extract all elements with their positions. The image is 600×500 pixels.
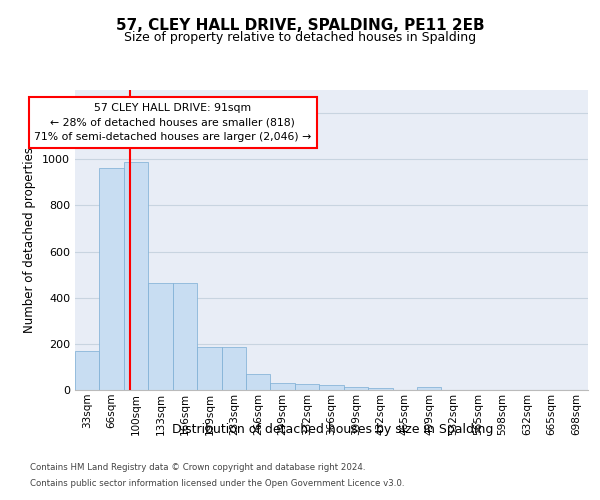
Text: 57 CLEY HALL DRIVE: 91sqm
← 28% of detached houses are smaller (818)
71% of semi: 57 CLEY HALL DRIVE: 91sqm ← 28% of detac…: [34, 102, 311, 142]
Text: Distribution of detached houses by size in Spalding: Distribution of detached houses by size …: [172, 422, 494, 436]
Text: Contains public sector information licensed under the Open Government Licence v3: Contains public sector information licen…: [30, 478, 404, 488]
Bar: [319, 386, 344, 390]
Bar: [75, 351, 100, 390]
Bar: [221, 348, 246, 390]
Bar: [124, 162, 148, 390]
Bar: [344, 386, 368, 390]
Bar: [197, 348, 221, 390]
Text: 57, CLEY HALL DRIVE, SPALDING, PE11 2EB: 57, CLEY HALL DRIVE, SPALDING, PE11 2EB: [116, 18, 484, 32]
Text: Contains HM Land Registry data © Crown copyright and database right 2024.: Contains HM Land Registry data © Crown c…: [30, 464, 365, 472]
Y-axis label: Number of detached properties: Number of detached properties: [23, 147, 37, 333]
Bar: [368, 388, 392, 390]
Bar: [246, 374, 271, 390]
Text: Size of property relative to detached houses in Spalding: Size of property relative to detached ho…: [124, 31, 476, 44]
Bar: [417, 387, 442, 390]
Bar: [295, 384, 319, 390]
Bar: [148, 282, 173, 390]
Bar: [271, 383, 295, 390]
Bar: [100, 168, 124, 390]
Bar: [173, 282, 197, 390]
